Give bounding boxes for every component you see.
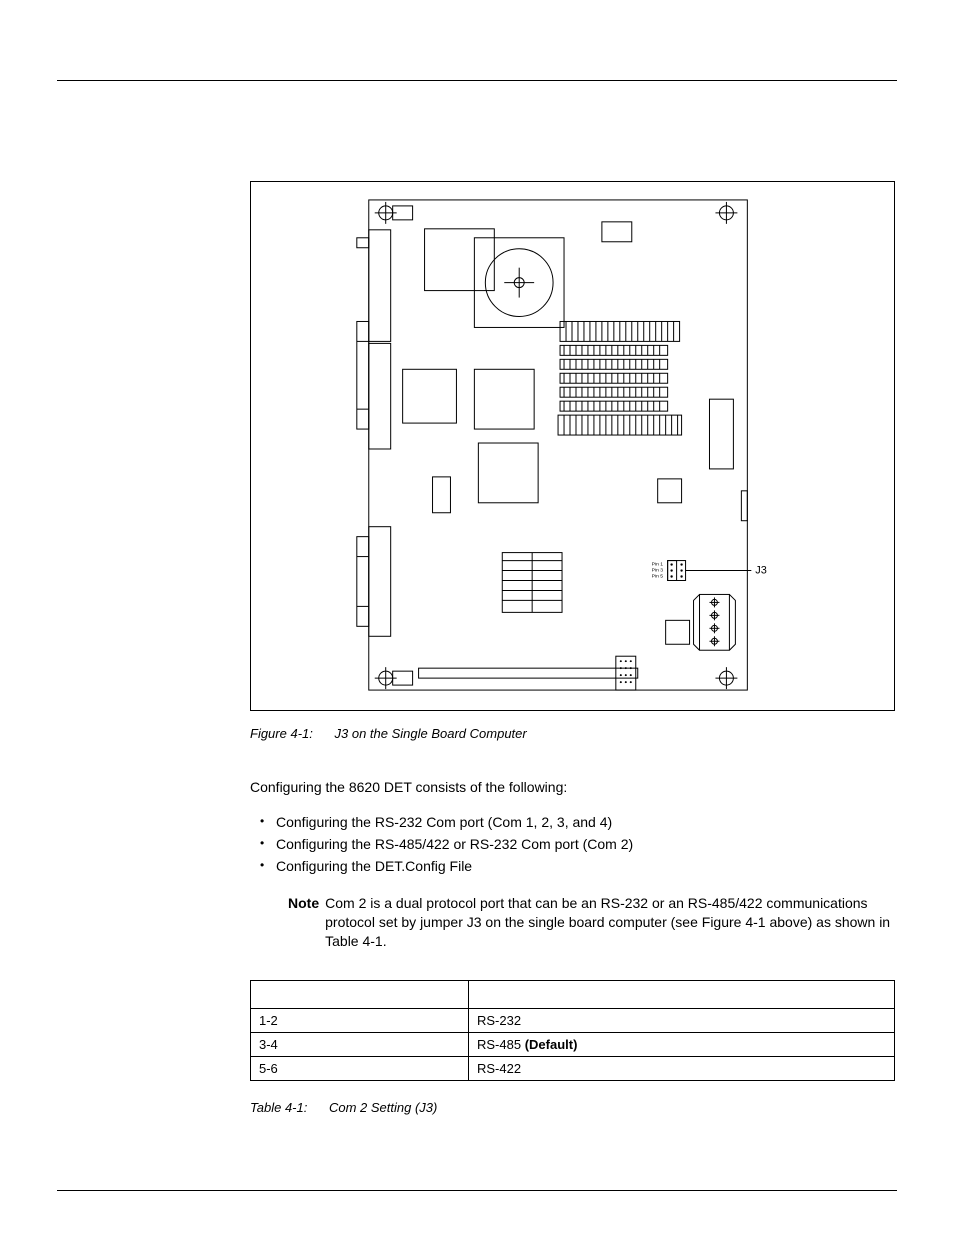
- table-header-row: [251, 981, 895, 1009]
- rule-bottom: [57, 1190, 897, 1191]
- note-label: Note: [288, 894, 325, 951]
- table-caption-number: Table 4-1:: [250, 1100, 307, 1115]
- table-row: 5-6RS-422: [251, 1057, 895, 1081]
- single-board-computer-diagram: Pin 1 Pin 3 Pin 5 J3: [251, 182, 894, 710]
- table-header-cell: [251, 981, 469, 1009]
- note-text: Com 2 is a dual protocol port that can b…: [325, 894, 895, 951]
- table-cell-pins: 5-6: [251, 1057, 469, 1081]
- table-4-1: 1-2RS-2323-4RS-485 (Default)5-6RS-422: [250, 980, 895, 1081]
- page: Pin 1 Pin 3 Pin 5 J3: [0, 0, 954, 1235]
- j3-label: J3: [755, 565, 767, 577]
- list-item: Configuring the DET.Config File: [250, 858, 895, 874]
- rule-top: [57, 80, 897, 81]
- table-cell-setting: RS-232: [469, 1009, 895, 1033]
- figure-caption-text: J3 on the Single Board Computer: [335, 726, 527, 741]
- list-item: Configuring the RS-485/422 or RS-232 Com…: [250, 836, 895, 852]
- table-row: 1-2RS-232: [251, 1009, 895, 1033]
- table-header-cell: [469, 981, 895, 1009]
- table-cell-pins: 1-2: [251, 1009, 469, 1033]
- table-cell-pins: 3-4: [251, 1033, 469, 1057]
- config-bullet-list: Configuring the RS-232 Com port (Com 1, …: [250, 808, 895, 880]
- table-row: 3-4RS-485 (Default): [251, 1033, 895, 1057]
- note-block: Note Com 2 is a dual protocol port that …: [288, 894, 895, 951]
- list-item: Configuring the RS-232 Com port (Com 1, …: [250, 814, 895, 830]
- table-caption-text: Com 2 Setting (J3): [329, 1100, 437, 1115]
- figure-caption: Figure 4-1: J3 on the Single Board Compu…: [250, 726, 527, 741]
- figure-4-1-box: Pin 1 Pin 3 Pin 5 J3: [250, 181, 895, 711]
- table-caption: Table 4-1: Com 2 Setting (J3): [250, 1100, 437, 1115]
- table-cell-setting: RS-422: [469, 1057, 895, 1081]
- intro-text: Configuring the 8620 DET consists of the…: [250, 778, 895, 798]
- table-cell-setting: RS-485 (Default): [469, 1033, 895, 1057]
- pin-label: Pin 5: [652, 574, 664, 580]
- figure-caption-number: Figure 4-1:: [250, 726, 313, 741]
